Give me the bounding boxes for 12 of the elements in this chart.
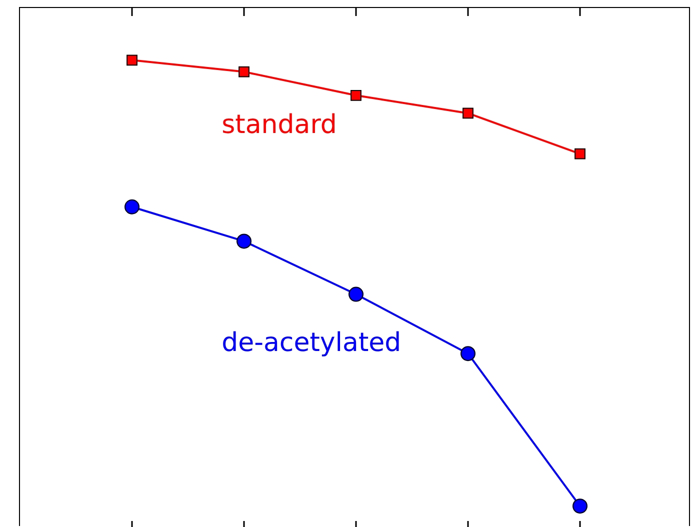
point [350, 90, 362, 101]
point [348, 286, 364, 302]
point [460, 346, 476, 362]
point [574, 148, 586, 160]
point [124, 199, 140, 214]
point [126, 54, 138, 66]
series-label: standard [222, 110, 337, 140]
series-label: de-acetylated [222, 328, 402, 358]
point [462, 108, 474, 119]
point [572, 498, 588, 514]
point [236, 234, 252, 249]
point [238, 66, 250, 78]
